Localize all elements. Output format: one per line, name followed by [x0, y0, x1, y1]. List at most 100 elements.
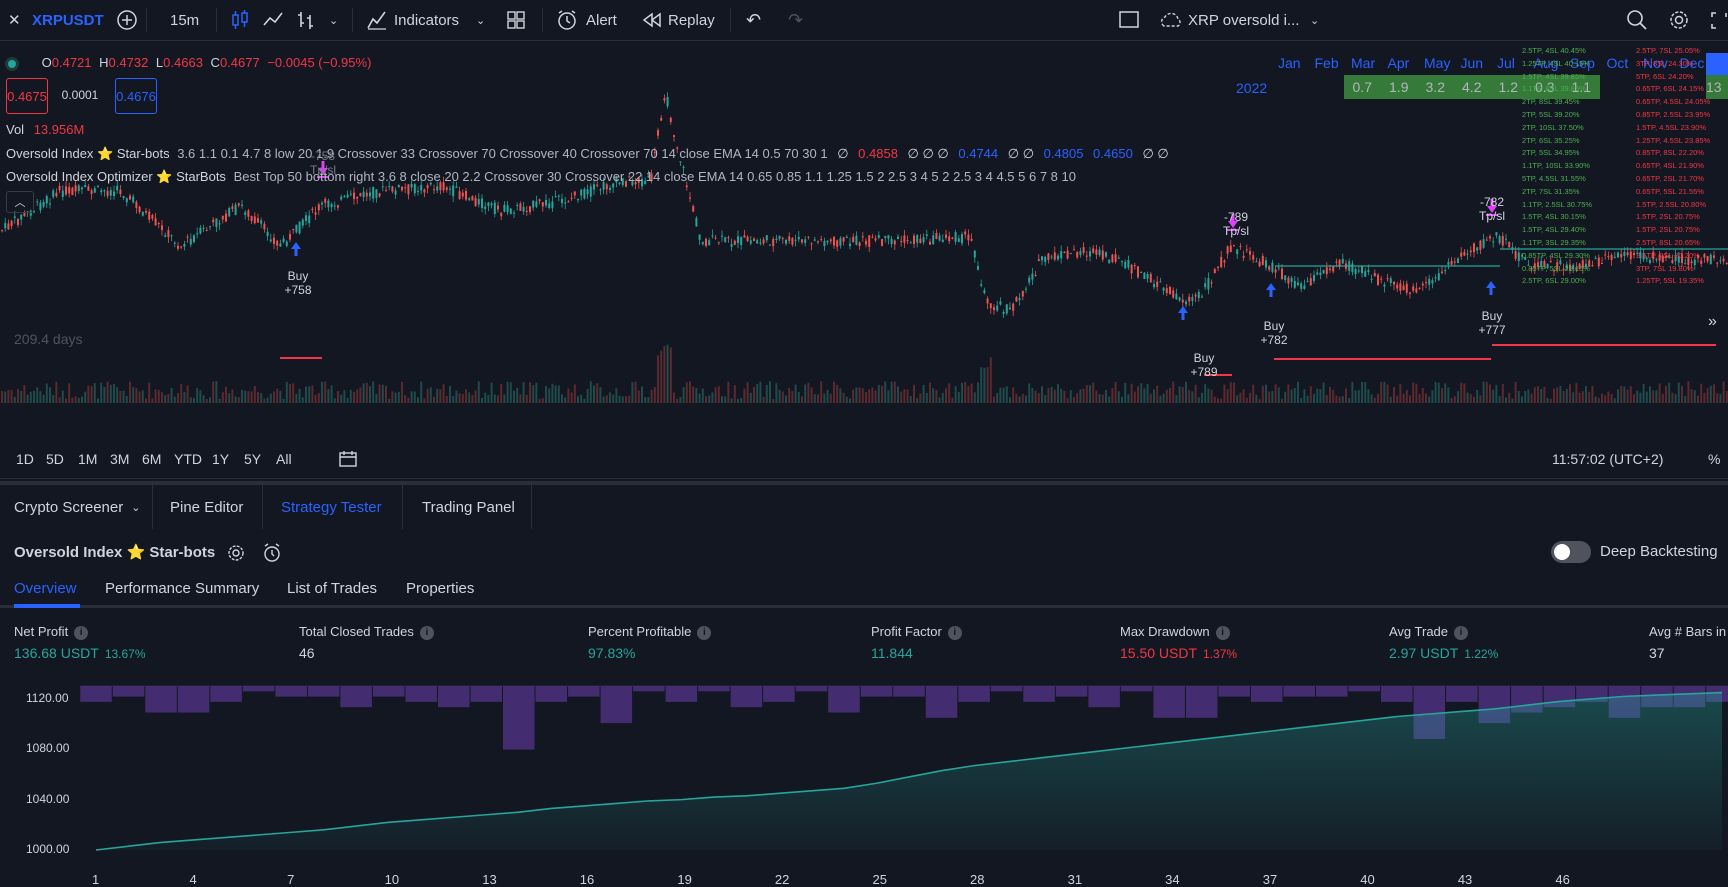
candle-body [1258, 261, 1261, 267]
range-button-1m[interactable]: 1M [78, 451, 98, 467]
symbol-search-button[interactable]: XRPUSDT [32, 11, 104, 29]
info-icon[interactable]: i [74, 625, 89, 640]
layouts-grid-icon[interactable] [506, 0, 526, 40]
candle-body [1693, 259, 1696, 266]
info-icon[interactable]: i [419, 625, 434, 640]
redo-icon[interactable]: ↷ [788, 9, 804, 30]
range-button-1d[interactable]: 1D [16, 451, 34, 467]
collapse-legend-chevron-up-icon[interactable]: ︿ [6, 191, 34, 213]
volume-bar [439, 389, 442, 403]
alert-button[interactable]: Alert [586, 11, 617, 29]
candle-body [743, 235, 746, 238]
range-button-all[interactable]: All [276, 451, 292, 467]
candle-body [68, 186, 71, 194]
indicator-1-legend[interactable]: Oversold Index ⭐ Star-bots 3.6 1.1 0.1 4… [6, 146, 1169, 162]
alert-clock-icon[interactable] [556, 0, 578, 40]
strategy-settings-gear-icon[interactable] [226, 543, 246, 566]
search-icon[interactable] [1626, 0, 1648, 40]
range-button-5d[interactable]: 5D [46, 451, 64, 467]
deep-backtesting-toggle[interactable] [1551, 541, 1591, 563]
percent-scale-toggle[interactable]: % [1708, 451, 1721, 467]
indicators-icon[interactable] [366, 0, 388, 40]
equity-chart[interactable] [0, 680, 1728, 887]
bars-chart-type-icon[interactable] [296, 0, 316, 40]
scroll-right-chevron-icon[interactable]: » [1708, 313, 1717, 330]
buy-signal-label: Buy +789 [1190, 351, 1218, 379]
drawdown-bar [470, 686, 502, 702]
candle-body [1377, 274, 1379, 285]
layout-name-button[interactable]: XRP oversold i... [1188, 11, 1300, 29]
candle-body [1652, 251, 1655, 260]
fullscreen-square-icon[interactable] [1118, 0, 1140, 40]
candle-body [436, 186, 439, 191]
candle-body [1498, 236, 1501, 244]
candle-body [1085, 255, 1088, 257]
indicators-chevron-down-icon[interactable]: ⌄ [476, 14, 486, 27]
candle-body [1204, 283, 1207, 288]
replay-rewind-icon[interactable] [642, 0, 662, 40]
buy-price-button[interactable]: 0.4676 [115, 78, 157, 114]
price-chart[interactable]: O0.4721 H0.4732 L0.4663 C0.4677 −0.0045 … [0, 41, 1728, 439]
interval-button[interactable]: 15m [170, 11, 200, 29]
tab-crypto-screener[interactable]: Crypto Screener ⌄ [14, 485, 140, 529]
volume-bar [743, 388, 746, 403]
gear-icon[interactable] [1668, 0, 1690, 40]
replay-button[interactable]: Replay [668, 11, 715, 29]
chart-type-chevron-down-icon[interactable]: ⌄ [329, 14, 339, 27]
metric-value: 136.68 USDT 13.67% [14, 645, 146, 661]
volume-bar [1652, 390, 1655, 403]
candle-body [919, 238, 922, 244]
range-button-3m[interactable]: 3M [110, 451, 130, 467]
candle-body [925, 234, 928, 237]
volume-bar [289, 383, 291, 403]
range-button-ytd[interactable]: YTD [174, 451, 202, 467]
candle-body [849, 243, 851, 247]
volume-bar [1597, 397, 1600, 403]
indicator-2-legend[interactable]: Oversold Index Optimizer ⭐ StarBots Best… [6, 169, 1076, 185]
month-header: Apr [1387, 55, 1410, 71]
tab-strategy-tester[interactable]: Strategy Tester [281, 498, 382, 516]
layout-chevron-down-icon[interactable]: ⌄ [1310, 14, 1320, 27]
info-icon[interactable]: i [1454, 625, 1469, 640]
volume-bar [826, 389, 829, 403]
add-alert-clock-icon[interactable] [262, 542, 284, 567]
info-icon[interactable]: i [947, 625, 962, 640]
candle-body [1092, 248, 1095, 253]
volume-bar [1012, 387, 1015, 403]
candle-body [1249, 251, 1251, 255]
undo-icon[interactable]: ↶ [746, 9, 762, 30]
range-button-1y[interactable]: 1Y [212, 451, 230, 467]
volume-bar [1469, 394, 1472, 403]
volume-bar [900, 391, 903, 403]
candle-body [45, 196, 48, 204]
cloud-layout-icon[interactable] [1158, 0, 1184, 40]
drawdown-bar [1120, 686, 1153, 692]
close-symbol-icon[interactable]: ✕ [8, 12, 21, 29]
range-button-6m[interactable]: 6M [142, 451, 162, 467]
subtab-overview[interactable]: Overview [14, 580, 77, 597]
tab-pine-editor[interactable]: Pine Editor [170, 498, 244, 516]
drawdown-bar [1088, 686, 1120, 708]
compare-symbol-icon[interactable] [116, 0, 138, 40]
candlestick-plot[interactable] [0, 41, 1728, 439]
range-button-5y[interactable]: 5Y [244, 451, 262, 467]
clock-display[interactable]: 11:57:02 (UTC+2) [1552, 451, 1664, 467]
goto-date-calendar-icon[interactable] [338, 440, 358, 478]
candle-body [103, 190, 106, 192]
volume-bar [1485, 381, 1488, 403]
candles-chart-type-icon[interactable] [230, 0, 250, 40]
indicators-button[interactable]: Indicators [394, 11, 460, 29]
subtab-properties[interactable]: Properties [406, 580, 475, 597]
info-icon[interactable]: i [697, 625, 712, 640]
candle-body [388, 185, 391, 187]
line-chart-type-icon[interactable] [262, 0, 284, 40]
info-icon[interactable]: i [1215, 625, 1230, 640]
subtab-performance-summary[interactable]: Performance Summary [105, 580, 260, 597]
candle-body [145, 210, 147, 213]
volume-bar [1335, 395, 1338, 403]
candle-body [964, 231, 967, 235]
tab-trading-panel[interactable]: Trading Panel [422, 498, 515, 516]
subtab-list-of-trades[interactable]: List of Trades [287, 580, 378, 597]
sell-price-button[interactable]: 0.4675 [6, 78, 48, 114]
maximize-corners-icon[interactable] [1710, 0, 1728, 40]
